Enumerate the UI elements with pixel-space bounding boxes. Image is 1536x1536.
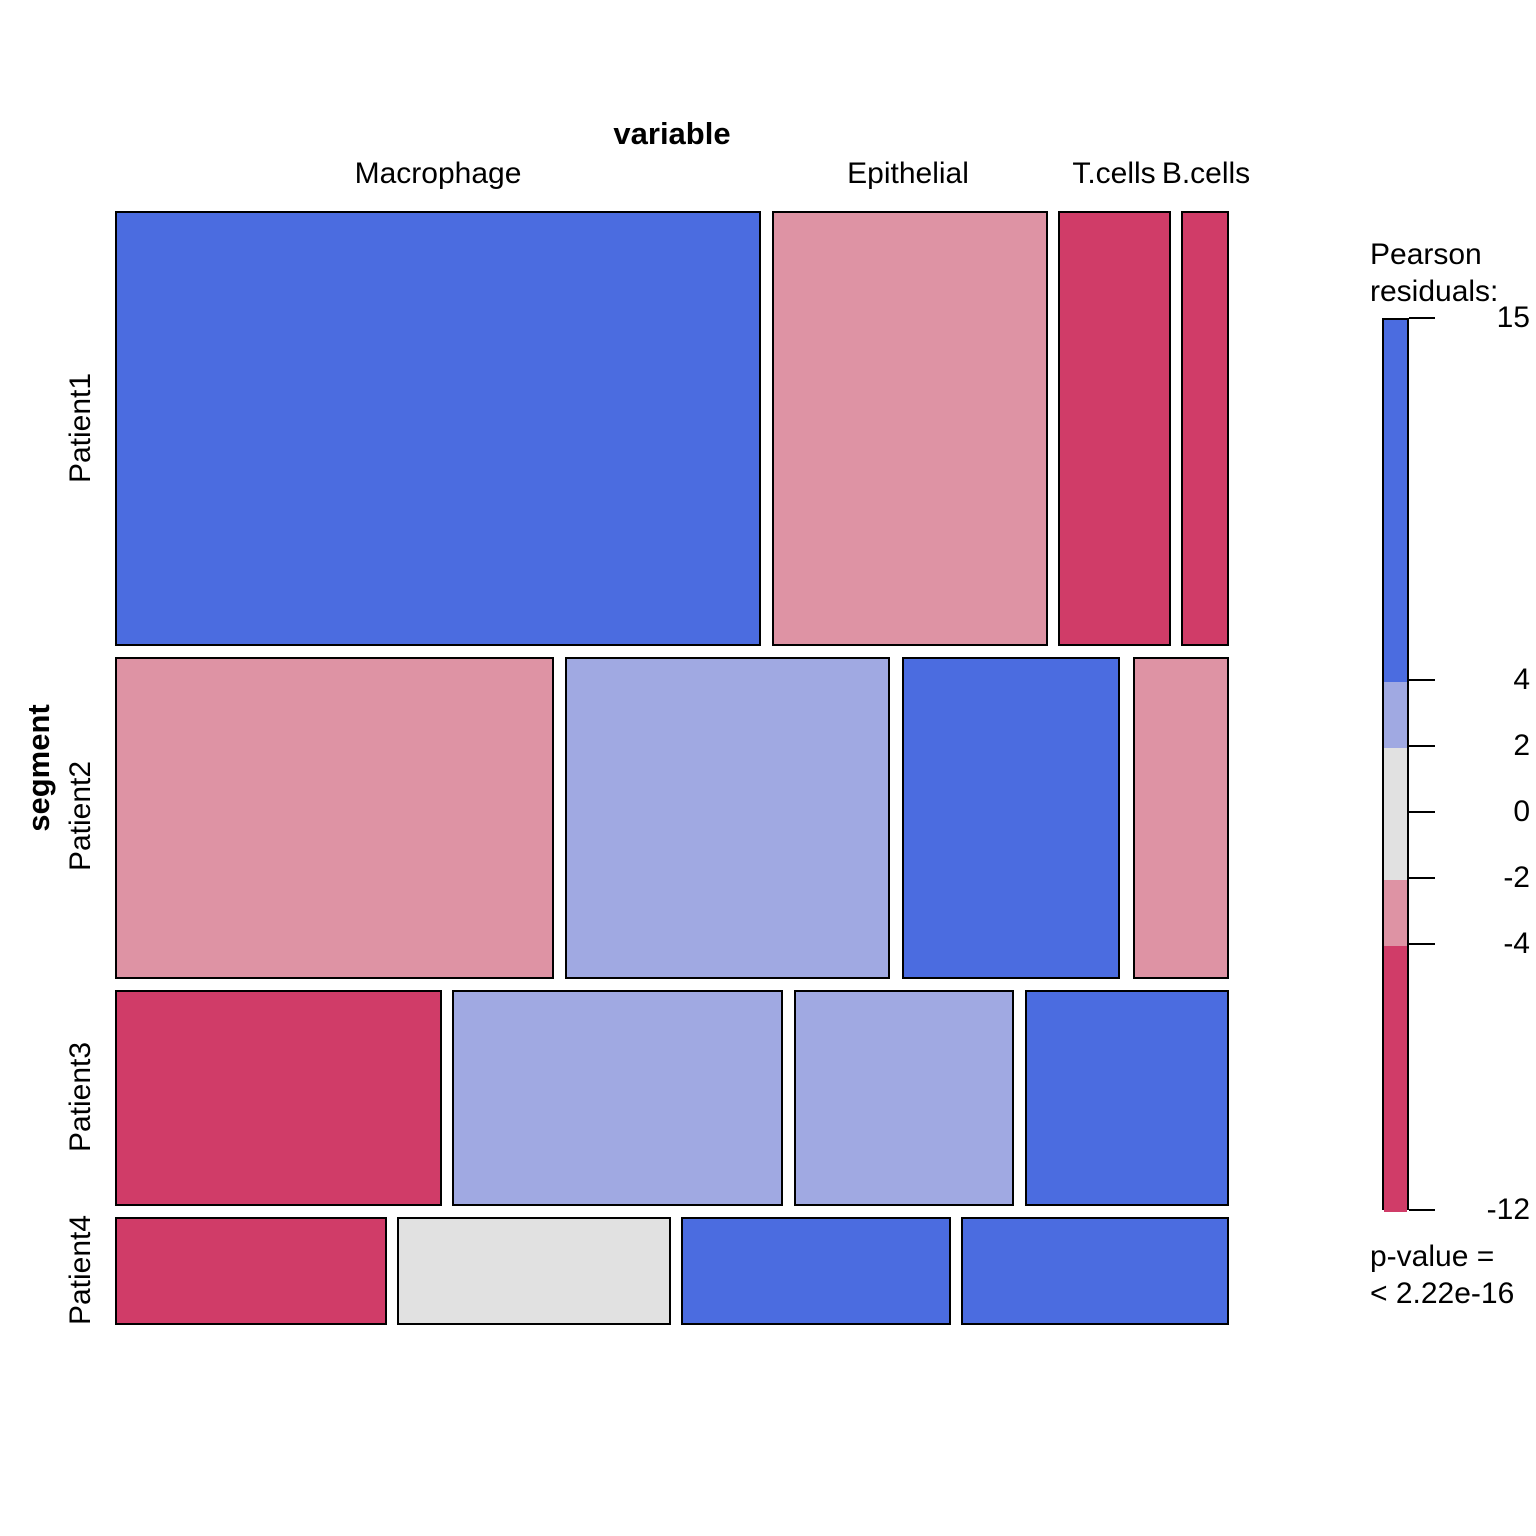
legend-tick-0 bbox=[1409, 811, 1435, 813]
tile-patient4-t-cells bbox=[681, 1217, 951, 1325]
row-label-patient3: Patient3 bbox=[64, 1041, 97, 1153]
legend-tick-4 bbox=[1409, 679, 1435, 681]
tile-patient1-b-cells bbox=[1181, 211, 1229, 646]
legend-segment-blue bbox=[1384, 320, 1407, 682]
tile-patient2-t-cells bbox=[902, 657, 1120, 979]
pvalue-line1: p-value = bbox=[1370, 1240, 1495, 1273]
col-label-t-cells: T.cells bbox=[1072, 157, 1156, 190]
legend-tick-label-4: 4 bbox=[1513, 663, 1530, 696]
tile-patient1-t-cells bbox=[1058, 211, 1171, 646]
tile-patient3-t-cells bbox=[794, 990, 1014, 1206]
legend-tick-label--12: -12 bbox=[1486, 1193, 1530, 1226]
tile-patient1-epithelial bbox=[772, 211, 1048, 646]
legend-segment-pink bbox=[1384, 880, 1407, 946]
pvalue-text: p-value = < 2.22e-16 bbox=[1370, 1238, 1514, 1312]
row-label-patient1: Patient1 bbox=[64, 372, 97, 484]
tile-patient3-epithelial bbox=[452, 990, 783, 1206]
legend-tick--12 bbox=[1409, 1209, 1435, 1211]
col-label-b-cells: B.cells bbox=[1161, 157, 1251, 190]
tile-patient2-epithelial bbox=[565, 657, 890, 979]
legend-color-bar bbox=[1382, 318, 1409, 1212]
tile-patient4-b-cells bbox=[961, 1217, 1229, 1325]
legend-segment-gray bbox=[1384, 748, 1407, 880]
legend-tick-15 bbox=[1409, 317, 1435, 319]
tile-patient4-macrophage bbox=[115, 1217, 387, 1325]
col-label-epithelial: Epithelial bbox=[847, 157, 969, 190]
pvalue-line2: < 2.22e-16 bbox=[1370, 1277, 1515, 1310]
legend-title-line1: Pearson bbox=[1370, 238, 1482, 271]
tile-patient1-macrophage bbox=[115, 211, 761, 646]
legend-segment-light_blue bbox=[1384, 682, 1407, 748]
legend-tick-label--4: -4 bbox=[1503, 927, 1530, 960]
legend-tick-label-0: 0 bbox=[1513, 795, 1530, 828]
legend-tick-label--2: -2 bbox=[1503, 861, 1530, 894]
legend-tick-2 bbox=[1409, 745, 1435, 747]
row-label-patient2: Patient2 bbox=[64, 760, 97, 872]
legend-tick-label-15: 15 bbox=[1496, 301, 1530, 334]
tile-patient2-macrophage bbox=[115, 657, 554, 979]
legend-tick--2 bbox=[1409, 877, 1435, 879]
legend-segment-crimson bbox=[1384, 946, 1407, 1212]
col-label-macrophage: Macrophage bbox=[354, 157, 522, 190]
tile-patient4-epithelial bbox=[397, 1217, 671, 1325]
y-axis-title: segment bbox=[21, 704, 56, 832]
legend-tick-label-2: 2 bbox=[1513, 729, 1530, 762]
legend-title: Pearson residuals: bbox=[1370, 236, 1498, 310]
tile-patient2-b-cells bbox=[1133, 657, 1229, 979]
tile-patient3-b-cells bbox=[1025, 990, 1229, 1206]
tile-patient3-macrophage bbox=[115, 990, 442, 1206]
legend-title-line2: residuals: bbox=[1370, 275, 1499, 308]
row-label-patient4: Patient4 bbox=[64, 1214, 97, 1326]
legend-tick--4 bbox=[1409, 943, 1435, 945]
x-axis-title: variable bbox=[613, 116, 731, 151]
